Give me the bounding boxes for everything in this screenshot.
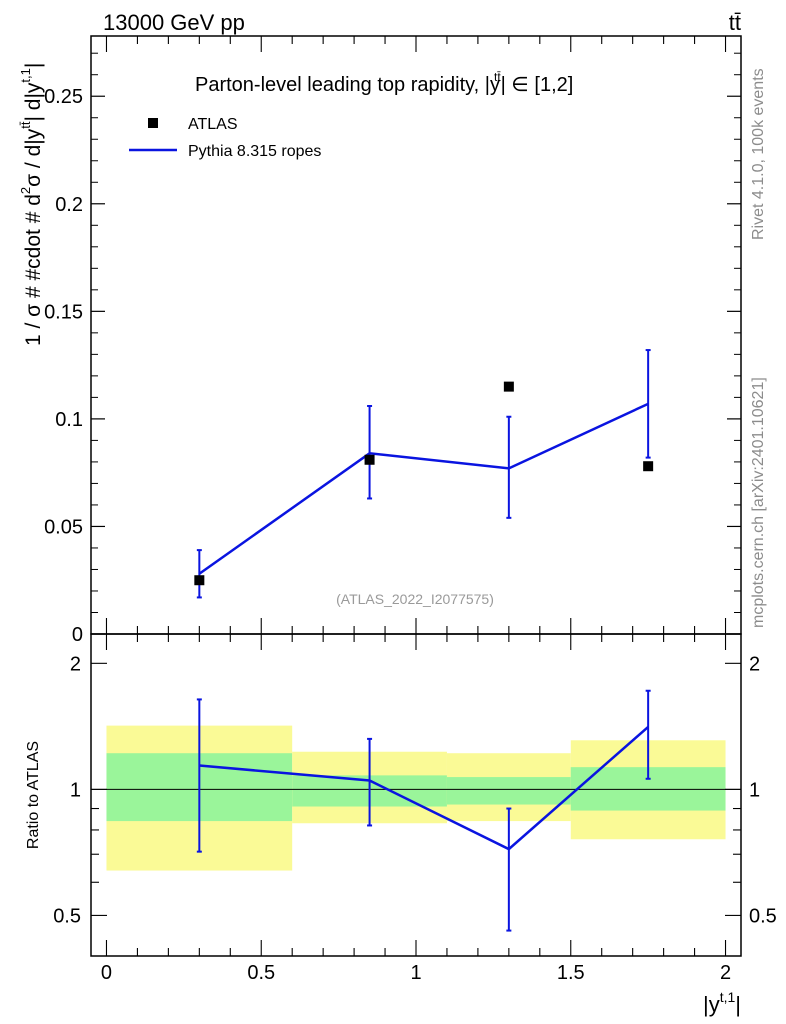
main-y-label-mid2: | d|y <box>22 82 45 121</box>
ratio-y-tick-label: 0.5 <box>53 905 81 927</box>
ratio-x-label: |yt,1| <box>703 989 741 1017</box>
main-watermark: (ATLAS_2022_I2077575) <box>336 591 494 607</box>
main-y-axis: 0 0.05 0.1 0.15 0.2 0.25 <box>44 52 741 646</box>
main-y-tick-label: 0.2 <box>55 194 83 216</box>
ratio-y-tick-label-right: 2 <box>749 653 760 675</box>
ratio-x-tick-label: 0.5 <box>247 962 275 984</box>
main-y-label-pre: 1 / σ # #cdot # d <box>22 194 45 346</box>
main-series-group <box>194 349 654 599</box>
main-y-tick-label: 0.25 <box>44 86 83 108</box>
energy-label: 13000 GeV pp <box>103 10 245 35</box>
ratio-y-label: Ratio to ATLAS <box>25 741 42 849</box>
main-title-prefix: Parton-level leading top rapidity, | <box>195 74 490 96</box>
main-title-suffix: | ∈ [1,2] <box>501 74 574 96</box>
main-title-tt: tt̄ <box>494 70 501 84</box>
ratio-y-tick-label: 1 <box>70 779 81 801</box>
ratio-x-tick-label: 2 <box>720 962 731 984</box>
mcplots-label: mcplots.cern.ch [arXiv:2401.10621] <box>750 377 767 628</box>
ratio-x-label-post: | <box>735 992 741 1017</box>
ratio-pythia-line <box>199 725 649 851</box>
main-y-label-t1: t,1 <box>18 68 33 82</box>
ratio-x-tick-label: 1 <box>410 962 421 984</box>
main-y-label-two: 2 <box>18 187 33 194</box>
process-label: tt̄ <box>729 10 741 35</box>
atlas-data-point <box>503 381 514 392</box>
main-y-tick-label: 0.05 <box>44 516 83 538</box>
ratio-x-label-sup: t,1 <box>720 989 736 1005</box>
ratio-x-tick-label: 1.5 <box>557 962 585 984</box>
ratio-band-inner <box>446 777 571 805</box>
ratio-x-axis: 0 0.5 1 1.5 2 <box>101 634 731 984</box>
main-plot: 0 0.05 0.1 0.15 0.2 0.25 (ATLAS_2022_I2077575… <box>18 35 742 646</box>
ratio-series-group <box>196 689 651 932</box>
main-y-tick-label: 0 <box>72 624 83 646</box>
main-y-tick-label: 0.15 <box>44 301 83 323</box>
ratio-x-label-pre: |y <box>703 992 720 1017</box>
main-y-label-tt: tt̄ <box>18 121 33 129</box>
main-title: Parton-level leading top rapidity, |ytt̄… <box>195 70 573 96</box>
legend-pythia-label: Pythia 8.315 ropes <box>188 143 321 160</box>
ratio-y-tick-label-right: 0.5 <box>749 905 777 927</box>
main-y-label-mid: σ / d|y <box>22 128 45 187</box>
main-title-y: y <box>490 74 500 96</box>
pythia-line <box>198 402 649 575</box>
legend: ATLAS Pythia 8.315 ropes <box>129 116 321 160</box>
ratio-y-tick-label: 2 <box>70 653 81 675</box>
ratio-x-tick-label: 0 <box>101 962 112 984</box>
legend-atlas-label: ATLAS <box>188 116 238 133</box>
main-y-label-post: | <box>22 63 45 68</box>
rivet-label: Rivet 4.1.0, 100k events <box>750 68 767 240</box>
atlas-data-point <box>643 461 654 472</box>
atlas-data-point <box>194 575 205 586</box>
main-x-ticks <box>105 36 727 634</box>
atlas-data-point <box>364 454 375 465</box>
ratio-y-tick-label-right: 1 <box>749 779 760 801</box>
ratio-y-axis: 0.5 0.5 1 1 2 2 <box>53 653 777 927</box>
main-y-tick-label: 0.1 <box>55 409 83 431</box>
main-y-label: 1 / σ # #cdot # d2σ / d|ytt̄| d|yt,1| <box>18 63 45 346</box>
ratio-plot: 0.5 0.5 1 1 2 2 0 0.5 1 1.5 2 Ratio to ATLAS |yt,… <box>25 633 777 1017</box>
legend-atlas-marker <box>148 118 158 128</box>
